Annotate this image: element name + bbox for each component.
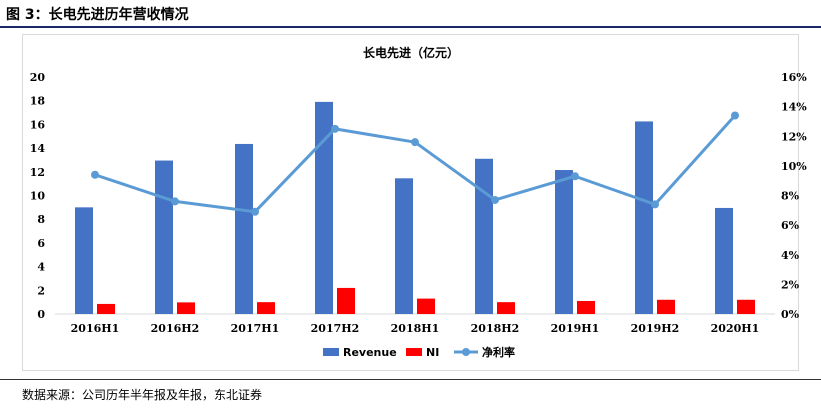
ni-bar (657, 299, 675, 314)
revenue-bar (395, 178, 413, 314)
revenue-bar (155, 160, 173, 314)
legend-swatch (323, 348, 339, 356)
chart-bars (75, 101, 755, 314)
revenue-bar (315, 101, 333, 314)
margin-point (411, 138, 419, 147)
chart-axes: 0 2 4 6 8 10 12 14 16 18 20 0% 2% 4% 6% 8% 10% 12% 14% 16% 2… (30, 71, 808, 335)
y-tick-label: 6 (37, 237, 45, 250)
margin-point (171, 197, 179, 206)
margin-point (731, 111, 739, 120)
ni-bar (257, 302, 275, 314)
y-tick-label: 18 (30, 95, 46, 108)
margin-point (491, 195, 499, 204)
figure-header: 图 3：长电先进历年营收情况 (0, 0, 821, 28)
y-tick-label: 4 (37, 261, 45, 274)
legend-label: 净利率 (482, 345, 515, 359)
y2-tick-label: 14% (781, 101, 807, 114)
ni-bar (177, 302, 195, 314)
x-tick-label: 2020H1 (711, 322, 760, 335)
y-tick-label: 16 (30, 118, 46, 131)
legend-marker (462, 348, 470, 356)
ni-bar (577, 300, 595, 314)
margin-point (331, 124, 339, 133)
revenue-chart: 长电先进（亿元） 0 2 4 6 8 10 12 14 16 18 20 0% 2% 4% 6% 8% 10% 1… (30, 45, 808, 359)
revenue-bar (475, 158, 493, 314)
margin-point (251, 207, 259, 216)
margin-point (651, 200, 659, 209)
chart-line (91, 111, 739, 216)
ni-bar (97, 303, 115, 314)
x-tick-label: 2019H1 (551, 322, 600, 335)
chart-legend: Revenue NI 净利率 (323, 345, 515, 359)
x-tick-label: 2018H1 (391, 322, 440, 335)
x-tick-label: 2017H1 (231, 322, 280, 335)
y-tick-label: 14 (30, 142, 46, 155)
ni-bar (337, 287, 355, 314)
y-tick-label: 2 (37, 284, 45, 297)
ni-bar (737, 299, 755, 314)
y2-tick-label: 8% (781, 190, 800, 203)
revenue-bar (715, 207, 733, 314)
y-tick-label: 10 (30, 190, 46, 203)
margin-point (571, 172, 579, 181)
revenue-bar (555, 170, 573, 314)
y2-tick-label: 2% (781, 278, 800, 291)
y-tick-label: 0 (37, 308, 45, 321)
revenue-bar (635, 121, 653, 314)
y2-tick-label: 6% (781, 219, 800, 232)
source-note: 数据来源：公司历年半年报及年报，东北证券 (22, 388, 263, 402)
legend-swatch (406, 348, 422, 356)
ni-bar (417, 298, 435, 314)
x-tick-label: 2016H2 (151, 322, 200, 335)
y2-tick-label: 12% (781, 130, 807, 143)
legend-label: Revenue (343, 346, 397, 359)
ni-bar (497, 302, 515, 314)
y2-tick-label: 10% (781, 160, 807, 173)
margin-point (91, 170, 99, 179)
chart-title: 长电先进（亿元） (363, 45, 459, 60)
footer-divider (0, 379, 821, 380)
revenue-bar (235, 143, 253, 314)
y-tick-label: 8 (37, 213, 45, 226)
y2-tick-label: 4% (781, 249, 800, 262)
y2-tick-label: 0% (781, 308, 800, 321)
figure-title: 图 3：长电先进历年营收情况 (6, 7, 189, 23)
x-tick-label: 2016H1 (71, 322, 120, 335)
y-tick-label: 20 (30, 71, 46, 84)
legend-label: NI (426, 346, 439, 359)
y-tick-label: 12 (30, 166, 45, 179)
chart-frame (22, 34, 799, 371)
revenue-bar (75, 207, 93, 314)
x-tick-label: 2018H2 (471, 322, 520, 335)
x-tick-label: 2017H2 (311, 322, 360, 335)
x-tick-label: 2019H2 (631, 322, 680, 335)
y2-tick-label: 16% (781, 71, 807, 84)
